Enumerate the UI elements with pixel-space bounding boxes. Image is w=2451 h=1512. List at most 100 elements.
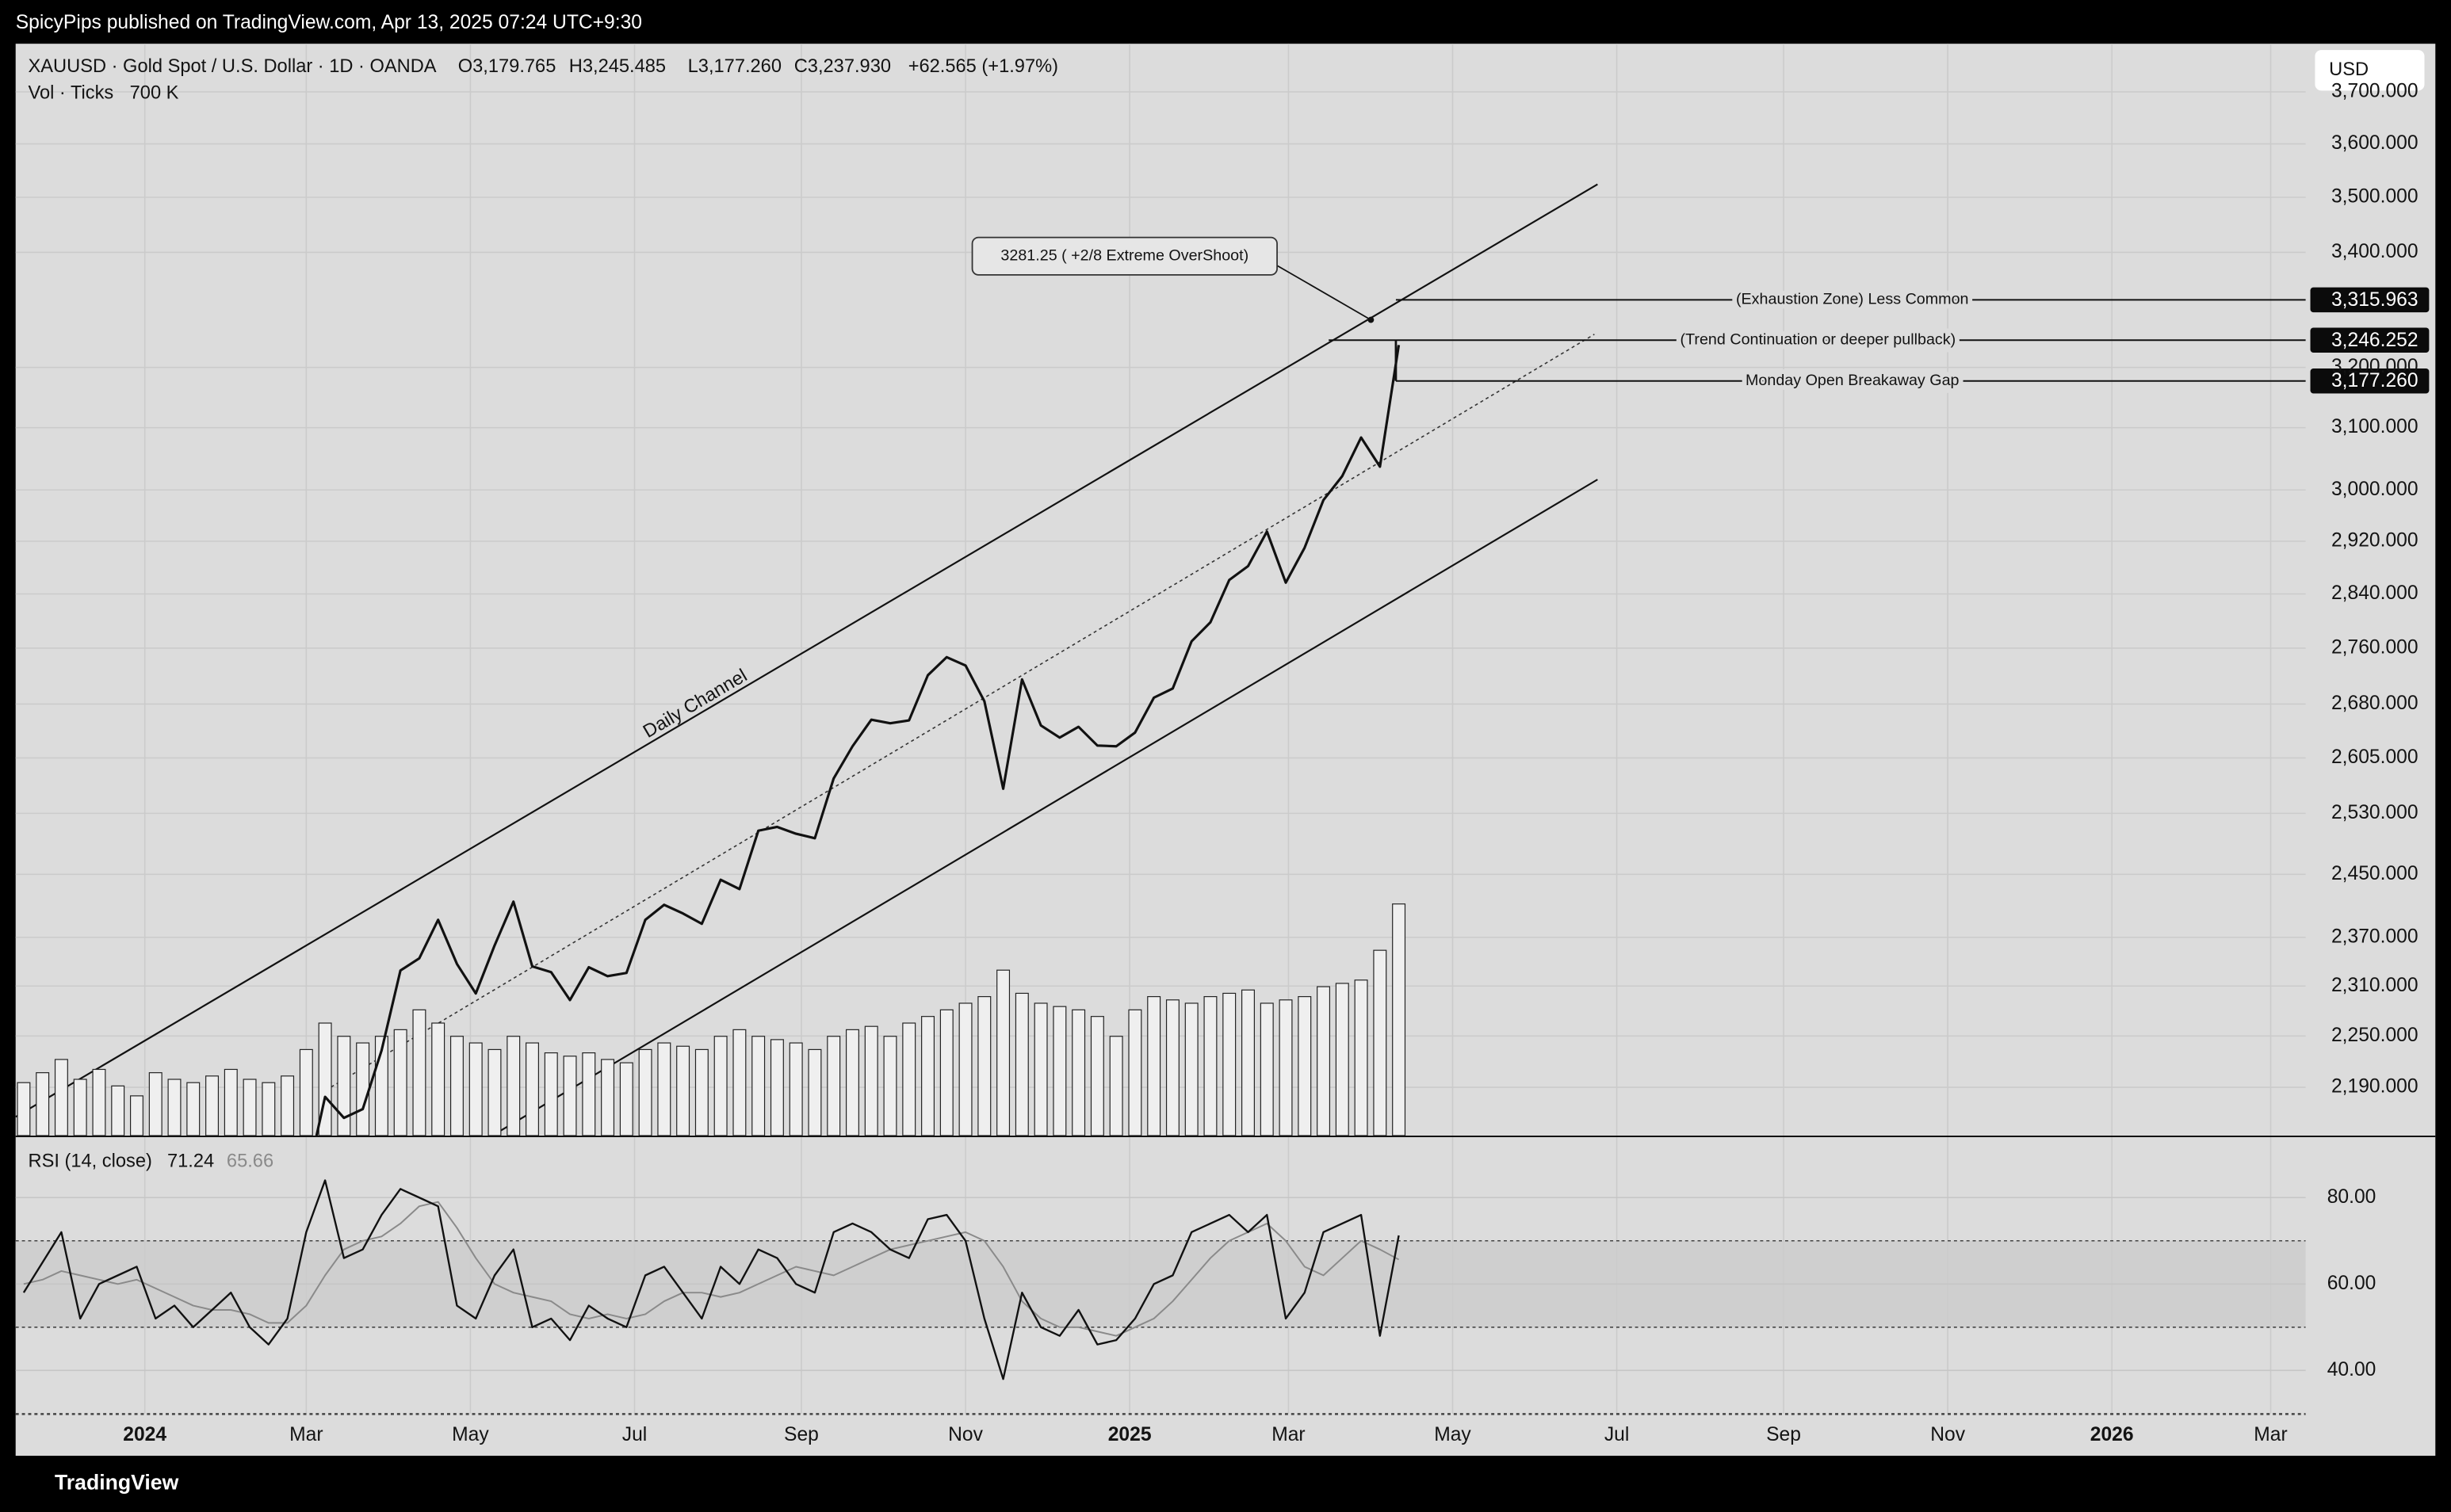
- volume-bar: [337, 1036, 351, 1136]
- rsi-ma-value: 65.66: [227, 1151, 273, 1172]
- volume-bar: [412, 1009, 426, 1136]
- volume-bar: [17, 1082, 31, 1136]
- y-tick-label: 2,760.000: [2331, 636, 2418, 658]
- callout-dot: [1367, 316, 1375, 323]
- ohlc-field: L3,177.260: [688, 56, 782, 77]
- volume-bar: [977, 996, 992, 1136]
- rsi-tick-label: 60.00: [2327, 1273, 2376, 1294]
- volume-bar: [1392, 903, 1406, 1136]
- y-tick-label: 2,250.000: [2331, 1025, 2418, 1046]
- volume-bar: [1222, 992, 1237, 1136]
- y-tick-label: 3,700.000: [2331, 80, 2418, 101]
- volume-bar: [1260, 1002, 1274, 1136]
- volume-bar: [544, 1052, 558, 1136]
- volume-bar: [958, 1002, 973, 1136]
- price-label: 3,177.260: [2331, 370, 2418, 391]
- rsi-tick-label: 80.00: [2327, 1186, 2376, 1208]
- volume-bar: [582, 1052, 596, 1136]
- volume-bar: [205, 1075, 220, 1136]
- volume-bar: [676, 1045, 690, 1136]
- volume-bar: [939, 1009, 954, 1136]
- volume-bar: [526, 1042, 539, 1136]
- volume-bar: [601, 1059, 615, 1136]
- currency-button[interactable]: [2315, 50, 2425, 91]
- callout-box: [971, 236, 1278, 276]
- rsi-pane: [15, 1179, 2306, 1414]
- grid: [15, 44, 2306, 1414]
- x-tick-label: 2026: [2090, 1424, 2134, 1445]
- volume-bar: [732, 1029, 747, 1136]
- price-label: 3,246.252: [2331, 330, 2418, 351]
- volume-bar: [808, 1048, 822, 1136]
- price-label-box: [2310, 327, 2430, 353]
- volume-bar: [1053, 1006, 1067, 1136]
- x-tick-label: Mar: [1271, 1424, 1305, 1445]
- volume-bar: [111, 1085, 125, 1136]
- volume-bar: [488, 1048, 502, 1136]
- publish-info: SpicyPips published on TradingView.com, …: [16, 12, 642, 33]
- volume-bar: [1279, 999, 1293, 1136]
- volume-bar: [827, 1036, 841, 1136]
- level-text: (Exhaustion Zone) Less Common: [1736, 291, 1969, 308]
- volume-bar: [1165, 999, 1180, 1136]
- price-line: [315, 345, 1401, 1136]
- volume-bar: [1128, 1009, 1142, 1136]
- x-tick-label: Mar: [289, 1424, 323, 1445]
- level-text: Monday Open Breakaway Gap: [1746, 372, 1960, 389]
- volume-bar: [243, 1079, 257, 1136]
- volume-bar: [1335, 983, 1349, 1136]
- volume-bar: [1034, 1002, 1048, 1136]
- volume-bar: [92, 1068, 106, 1136]
- y-tick-label: 2,605.000: [2331, 746, 2418, 768]
- y-tick-label: 2,840.000: [2331, 582, 2418, 604]
- volume-bar: [431, 1022, 445, 1136]
- volume-last: 700 K: [130, 83, 179, 104]
- currency-label[interactable]: USD: [2329, 59, 2369, 80]
- y-tick-label: 3,100.000: [2331, 416, 2418, 437]
- callout-text: 3281.25 ( +2/8 Extreme OverShoot): [1000, 246, 1248, 264]
- volume-bar: [1298, 996, 1312, 1136]
- volume-bar: [694, 1048, 709, 1136]
- ohlc-field: C3,237.930: [794, 56, 891, 77]
- y-tick-label: 2,680.000: [2331, 693, 2418, 714]
- volume-bar: [845, 1029, 859, 1136]
- volume-bar: [864, 1025, 878, 1136]
- x-tick-label: Jul: [622, 1424, 647, 1445]
- channel-lower: [491, 479, 1598, 1136]
- volume-bar: [770, 1039, 784, 1136]
- level-text: (Trend Continuation or deeper pullback): [1681, 330, 1956, 348]
- volume-bar: [299, 1048, 313, 1136]
- y-tick-label: 2,310.000: [2331, 975, 2418, 996]
- chart-area: [15, 44, 2436, 1457]
- x-tick-label: Jul: [1604, 1424, 1629, 1445]
- x-tick-label: Sep: [1766, 1424, 1801, 1445]
- y-tick-label: 3,500.000: [2331, 186, 2418, 208]
- ohlc-field: +62.565 (+1.97%): [908, 56, 1058, 77]
- volume-bar: [130, 1095, 143, 1136]
- volume-bar: [54, 1059, 68, 1136]
- x-tick-label: 2025: [1108, 1424, 1152, 1445]
- x-tick-label: May: [452, 1424, 489, 1445]
- volume-bar: [713, 1036, 728, 1136]
- volume-bar: [507, 1036, 521, 1136]
- y-tick-label: 2,450.000: [2331, 863, 2418, 884]
- volume-bar: [789, 1042, 803, 1136]
- volume-bar: [262, 1082, 276, 1136]
- price-label: 3,315.963: [2331, 289, 2418, 311]
- volume-bar: [356, 1042, 370, 1136]
- x-tick-label: Nov: [1930, 1424, 1965, 1445]
- volume-bar: [1072, 1009, 1086, 1136]
- x-tick-label: Mar: [2254, 1424, 2287, 1445]
- volume-bar: [73, 1079, 87, 1136]
- volume-bar: [902, 1022, 916, 1136]
- y-tick-label: 2,190.000: [2331, 1076, 2418, 1098]
- callout-pointer: [1276, 265, 1371, 321]
- volume-title: Vol · Ticks: [28, 83, 113, 104]
- y-tick-label: 2,370.000: [2331, 926, 2418, 947]
- volume-bar: [883, 1036, 897, 1136]
- volume-bar: [393, 1029, 407, 1136]
- volume-bar: [619, 1062, 633, 1136]
- volume-bar: [751, 1036, 766, 1136]
